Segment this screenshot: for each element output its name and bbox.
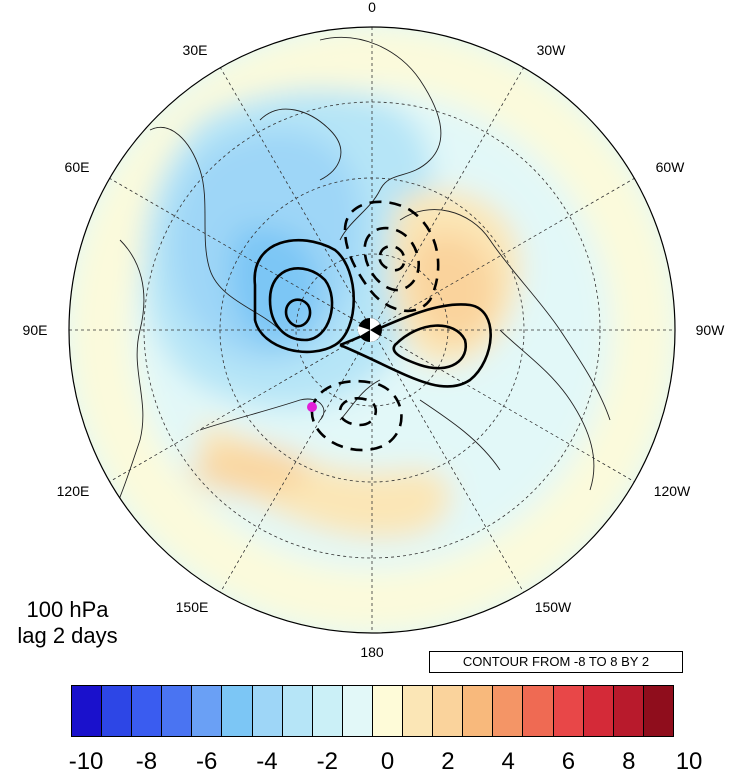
colorbar-segment (222, 686, 253, 736)
lon-label-180: 180 (360, 644, 384, 660)
contour-positive-inner (284, 298, 312, 328)
colorbar-segment (192, 686, 223, 736)
colorbar-segment (102, 686, 133, 736)
colorbar-segment (372, 686, 404, 736)
colorbar-segment (132, 686, 163, 736)
colorbar-tick-label: -6 (196, 748, 218, 775)
colorbar-labels: -10 -8 -6 -4 -2 0 2 4 6 8 10 (0, 748, 729, 778)
colorbar-segment (643, 686, 673, 736)
contour-negative-south (310, 379, 403, 452)
colorbar-tick-label: 6 (561, 748, 576, 775)
colorbar-segment (463, 686, 494, 736)
coastlines (109, 36, 611, 521)
colorbar-tick-label: -4 (256, 748, 278, 775)
lon-label-150e: 150E (176, 599, 209, 615)
colorbar-tick-label: 10 (675, 748, 703, 775)
colorbar-segment (342, 686, 373, 736)
lon-label-60w: 60W (656, 159, 686, 175)
contours (253, 200, 492, 452)
panel-label: 100 hPa lag 2 days (0, 597, 135, 649)
lon-label-0: 0 (368, 0, 376, 15)
map-border (68, 26, 676, 634)
colorbar-segment (523, 686, 554, 736)
contour-negative-north-mid (363, 226, 420, 292)
colorbar-segment (252, 686, 283, 736)
lon-label-120w: 120W (654, 483, 691, 499)
lon-label-30e: 30E (183, 42, 208, 58)
lon-label-150w: 150W (535, 599, 572, 615)
colorbar-tick-label: -10 (68, 748, 104, 775)
colorbar (71, 685, 674, 737)
lon-label-120e: 120E (57, 483, 90, 499)
colorbar-segment (553, 686, 584, 736)
contour-positive-east-inner (392, 324, 468, 370)
longitude-labels: 0 30W 60W 90W 120W 150W 180 150E 120E 90… (23, 0, 726, 660)
lon-label-60e: 60E (65, 159, 90, 175)
contour-positive-outer (253, 238, 356, 354)
colorbar-tick-label: 2 (441, 748, 455, 775)
contour-info-box: CONTOUR FROM -8 TO 8 BY 2 (429, 651, 683, 673)
lon-label-30w: 30W (537, 42, 567, 58)
colorbar-segment (403, 686, 434, 736)
colorbar-segment (493, 686, 524, 736)
colorbar-segment (613, 686, 644, 736)
colorbar-segment (583, 686, 614, 736)
colorbar-tick-label: -2 (316, 748, 338, 775)
lon-label-90w: 90W (696, 322, 726, 338)
contour-positive-mid (268, 267, 334, 342)
pole-marker (357, 318, 382, 342)
contour-negative-north-inner (378, 245, 406, 272)
contour-negative-south-inner (338, 396, 377, 427)
colorbar-segment (282, 686, 313, 736)
anomaly-shading (69, 27, 675, 633)
lag-label: lag 2 days (17, 623, 118, 648)
site-marker (307, 402, 317, 412)
colorbar-tick-label: 0 (380, 748, 395, 775)
colorbar-segment (72, 686, 103, 736)
contour-positive-east (339, 303, 492, 388)
colorbar-segment (312, 686, 343, 736)
level-label: 100 hPa (26, 597, 109, 622)
lon-label-90e: 90E (23, 322, 48, 338)
colorbar-segment (433, 686, 464, 736)
colorbar-tick-label: 8 (622, 748, 636, 775)
colorbar-tick-label: -8 (135, 748, 158, 775)
colorbar-segment (162, 686, 193, 736)
colorbar-tick-label: 4 (501, 748, 515, 775)
contour-negative-north (343, 200, 440, 313)
